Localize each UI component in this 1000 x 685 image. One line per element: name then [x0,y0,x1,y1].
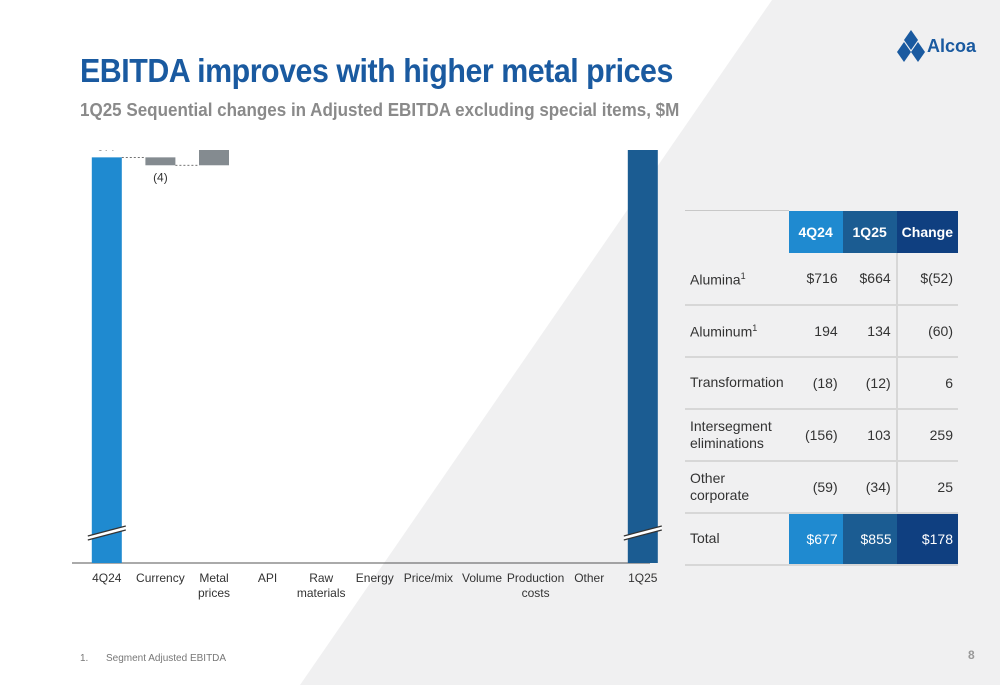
category-label-0: 4Q24 [92,571,122,585]
axis-break-line-top-0 [87,525,126,537]
axis-break-line-bottom-10 [623,529,662,541]
row-value-1q25: $664 [842,252,898,305]
row-label: Aluminum1 [690,323,758,340]
row-label: Intersegment eliminations [690,417,772,451]
table-header-blank [685,210,789,253]
alcoa-logo-icon [897,30,925,62]
category-label-1: Currency [136,571,185,585]
category-label-8: Production costs [507,571,564,600]
row-value-change: (60) [928,322,953,339]
table-header-4q24: 4Q24 [788,210,843,253]
row-value-change: 6 [945,374,953,391]
row-value-4q24: $716 [806,270,838,286]
table-header-1q25: 1Q25 [842,210,897,253]
data-label-1: (4) [153,170,168,184]
segment-ebitda-table: 4Q24 1Q25 Change Alumina1 $716 $664 $(52… [685,210,958,566]
bar-10 [627,150,658,563]
waterfall-chart: 6774Q24(4)Currency86Metalprices76API(12)… [72,150,662,600]
axis-break-line-top-10 [623,525,662,537]
category-label-7: Volume [462,571,502,585]
table-total-row: Total $677 $855 $178 [685,512,958,565]
total-value-4q24: $677 [788,512,843,565]
row-value-change: 259 [929,426,953,443]
table-row: Aluminum1 194 134 (60) [685,304,958,357]
row-value-change: $(52) [920,270,953,286]
row-label: Other corporate [690,469,750,503]
row-value-4q24: 194 [814,322,838,339]
row-value-4q24: (18) [812,374,838,391]
table-row: Alumina1 $716 $664 $(52) [685,252,958,305]
total-value-change: $178 [896,512,958,565]
footnote: 1. Segment Adjusted EBITDA [80,653,226,664]
category-label-5: Energy [356,571,394,585]
logo-text: Alcoa [927,35,977,56]
footnote-text: Segment Adjusted EBITDA [106,653,227,664]
category-label-2: Metal prices [198,571,230,600]
axis-break-line-bottom-0 [87,529,126,541]
row-value-1q25: 103 [842,408,898,461]
page-number: 8 [968,648,975,662]
category-label-6: Price/mix [404,571,453,585]
row-value-4q24: (59) [812,478,838,495]
row-value-1q25: 134 [842,304,898,357]
category-label-4: Raw materials [297,571,346,600]
alcoa-logo: Alcoa [897,30,976,62]
data-label-0: 677 [97,150,117,153]
table-header-change: Change [896,210,958,253]
table-row: Intersegment eliminations (156) 103 259 [685,408,958,461]
axis-break-gap-10 [623,526,662,540]
page-title: EBITDA improves with higher metal prices [80,52,673,89]
category-label-9: Other [574,571,604,585]
row-value-1q25: (34) [842,460,898,513]
row-value-1q25: (12) [842,356,898,409]
footnote-number: 1. [80,653,89,664]
row-value-4q24: (156) [804,426,838,443]
bar-0 [91,157,122,564]
row-label: Alumina1 [690,270,746,288]
table-row: Transformation (18) (12) 6 [685,356,958,409]
row-label: Transformation [690,374,784,390]
total-label: Total [690,530,720,546]
bar-2 [199,150,229,166]
total-value-1q25: $855 [842,512,897,565]
bar-1 [145,157,176,166]
row-value-change: 25 [937,478,953,495]
table-row: Other corporate (59) (34) 25 [685,460,958,513]
category-label-10: 1Q25 [628,571,658,585]
table-header-row: 4Q24 1Q25 Change [685,210,958,253]
axis-break-gap-0 [87,526,126,540]
page-subtitle: 1Q25 Sequential changes in Adjusted EBIT… [80,99,680,120]
category-label-3: API [258,571,277,585]
